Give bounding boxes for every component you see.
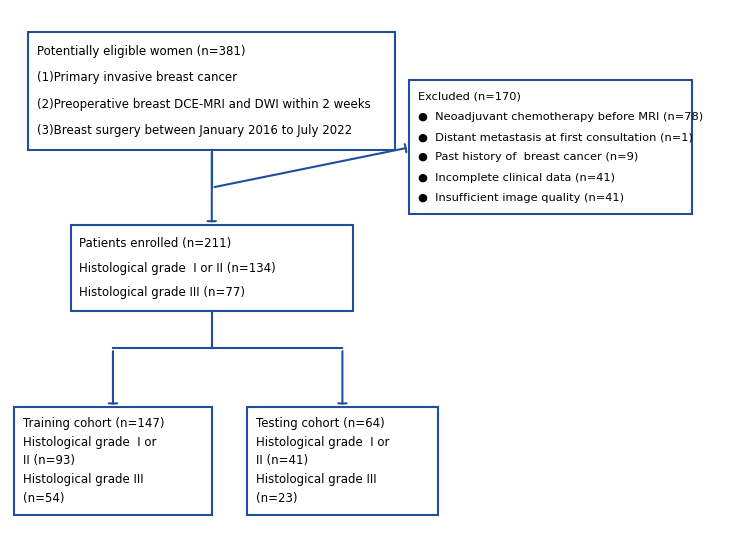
Text: Histological grade  I or: Histological grade I or	[255, 436, 389, 449]
FancyBboxPatch shape	[14, 407, 212, 515]
Text: Potentially eligible women (n=381): Potentially eligible women (n=381)	[37, 45, 245, 58]
FancyBboxPatch shape	[410, 80, 692, 214]
Text: ●  Distant metastasis at first consultation (n=1): ● Distant metastasis at first consultati…	[418, 132, 693, 142]
Text: (2)Preoperative breast DCE-MRI and DWI within 2 weeks: (2)Preoperative breast DCE-MRI and DWI w…	[37, 98, 370, 111]
FancyBboxPatch shape	[71, 225, 353, 311]
Text: Histological grade III (n=77): Histological grade III (n=77)	[79, 286, 245, 299]
Text: ●  Insufficient image quality (n=41): ● Insufficient image quality (n=41)	[418, 193, 624, 203]
Text: ●  Incomplete clinical data (n=41): ● Incomplete clinical data (n=41)	[418, 173, 615, 183]
Text: (n=23): (n=23)	[255, 492, 297, 505]
FancyBboxPatch shape	[29, 32, 395, 150]
Text: II (n=41): II (n=41)	[255, 455, 308, 467]
Text: II (n=93): II (n=93)	[23, 455, 75, 467]
Text: (n=54): (n=54)	[23, 492, 64, 505]
Text: Histological grade III: Histological grade III	[255, 473, 376, 486]
Text: Patients enrolled (n=211): Patients enrolled (n=211)	[79, 237, 231, 250]
Text: Histological grade  I or: Histological grade I or	[23, 436, 156, 449]
Text: Excluded (n=170): Excluded (n=170)	[418, 92, 521, 102]
Text: ●  Past history of  breast cancer (n=9): ● Past history of breast cancer (n=9)	[418, 153, 639, 162]
Text: Histological grade III: Histological grade III	[23, 473, 143, 486]
Text: Histological grade  I or II (n=134): Histological grade I or II (n=134)	[79, 262, 276, 274]
Text: (3)Breast surgery between January 2016 to July 2022: (3)Breast surgery between January 2016 t…	[37, 124, 352, 137]
Text: (1)Primary invasive breast cancer: (1)Primary invasive breast cancer	[37, 71, 237, 85]
Text: ●  Neoadjuvant chemotherapy before MRI (n=78): ● Neoadjuvant chemotherapy before MRI (n…	[418, 112, 703, 122]
Text: Training cohort (n=147): Training cohort (n=147)	[23, 416, 164, 430]
Text: Testing cohort (n=64): Testing cohort (n=64)	[255, 416, 384, 430]
FancyBboxPatch shape	[247, 407, 437, 515]
